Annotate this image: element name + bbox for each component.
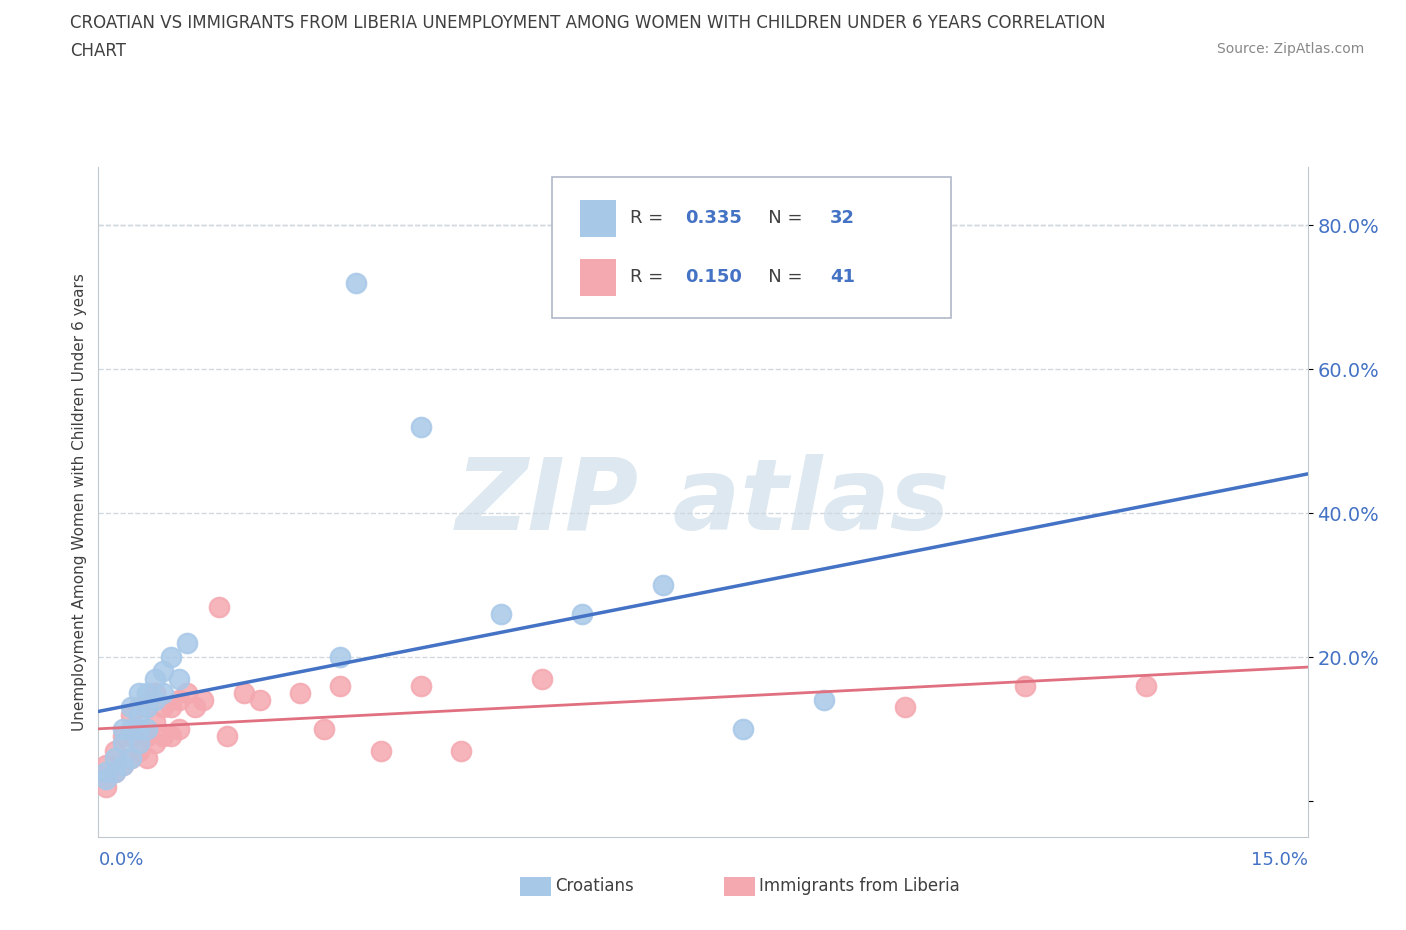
Point (111, 729, 134, 744)
Point (491, 606, 513, 621)
Text: CROATIAN VS IMMIGRANTS FROM LIBERIA UNEMPLOYMENT AMONG WOMEN WITH CHILDREN UNDER: CROATIAN VS IMMIGRANTS FROM LIBERIA UNEM… (70, 14, 1105, 32)
Text: N =: N = (751, 209, 808, 227)
Text: N =: N = (751, 268, 808, 286)
Text: 0.0%: 0.0% (98, 851, 143, 869)
Point (1014, 678, 1036, 693)
Point (120, 751, 142, 765)
Point (217, 729, 239, 744)
Point (120, 707, 142, 722)
Point (232, 685, 254, 700)
Point (128, 707, 150, 722)
Text: Immigrants from Liberia: Immigrants from Liberia (759, 877, 960, 896)
Text: 15.0%: 15.0% (1250, 851, 1308, 869)
Point (571, 606, 593, 621)
Point (733, 722, 755, 737)
Point (370, 743, 392, 758)
Point (813, 693, 835, 708)
Point (450, 743, 472, 758)
Point (135, 685, 157, 700)
Point (344, 275, 367, 290)
Point (96, 758, 118, 773)
Point (184, 700, 207, 715)
Point (329, 678, 352, 693)
Point (120, 722, 142, 737)
FancyBboxPatch shape (551, 178, 950, 318)
Point (167, 693, 190, 708)
Point (135, 700, 157, 715)
Text: CHART: CHART (70, 42, 127, 60)
FancyBboxPatch shape (579, 259, 616, 296)
Point (530, 671, 553, 686)
Point (128, 700, 150, 715)
Point (409, 419, 432, 434)
Point (111, 722, 134, 737)
Text: 41: 41 (830, 268, 855, 286)
Point (409, 678, 432, 693)
Point (143, 693, 166, 708)
FancyBboxPatch shape (579, 200, 616, 237)
Text: 0.150: 0.150 (685, 268, 742, 286)
Point (96, 764, 118, 779)
Point (96, 772, 118, 787)
Point (103, 751, 125, 765)
Y-axis label: Unemployment Among Women with Children Under 6 years: Unemployment Among Women with Children U… (72, 273, 87, 731)
Text: Source: ZipAtlas.com: Source: ZipAtlas.com (1216, 42, 1364, 56)
Point (96, 779, 118, 794)
Point (135, 729, 157, 744)
Text: Croatians: Croatians (555, 877, 634, 896)
Text: 32: 32 (830, 209, 855, 227)
Point (160, 649, 183, 664)
Point (152, 729, 174, 744)
Point (249, 693, 271, 708)
Point (128, 722, 150, 737)
Point (120, 700, 142, 715)
Point (1135, 678, 1157, 693)
Point (135, 751, 157, 765)
Point (651, 578, 673, 592)
Text: ZIP atlas: ZIP atlas (456, 454, 950, 551)
Point (128, 736, 150, 751)
Point (176, 635, 198, 650)
Point (103, 764, 125, 779)
Point (128, 722, 150, 737)
Point (152, 664, 174, 679)
Point (152, 685, 174, 700)
Point (135, 700, 157, 715)
Point (167, 671, 190, 686)
Point (314, 722, 336, 737)
Point (167, 722, 190, 737)
Point (143, 714, 166, 729)
Point (160, 700, 183, 715)
Point (111, 736, 134, 751)
Point (329, 649, 352, 664)
Point (103, 764, 125, 779)
Point (120, 729, 142, 744)
Point (135, 722, 157, 737)
Point (176, 685, 198, 700)
Point (128, 743, 150, 758)
Point (152, 700, 174, 715)
Text: 0.335: 0.335 (685, 209, 742, 227)
Point (143, 671, 166, 686)
Point (128, 685, 150, 700)
Point (160, 729, 183, 744)
Point (143, 685, 166, 700)
Point (143, 736, 166, 751)
Point (111, 758, 134, 773)
Point (893, 700, 915, 715)
Text: R =: R = (630, 209, 669, 227)
Point (120, 751, 142, 765)
Point (288, 685, 311, 700)
Point (103, 743, 125, 758)
Text: R =: R = (630, 268, 669, 286)
Point (193, 693, 215, 708)
Point (111, 758, 134, 773)
Point (208, 599, 231, 614)
